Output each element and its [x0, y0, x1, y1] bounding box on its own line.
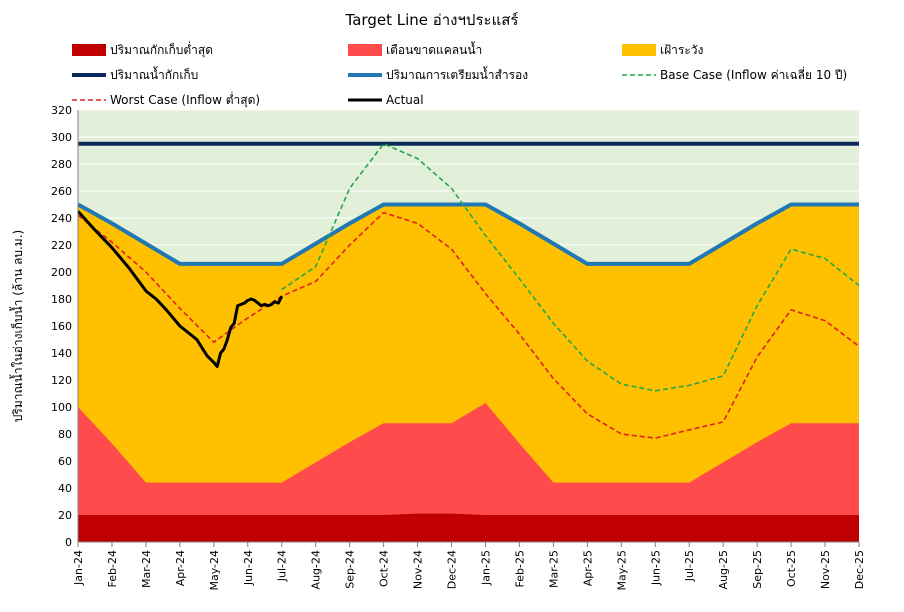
x-tick-label: Dec-25 — [853, 550, 866, 589]
x-tick-label: Aug-24 — [310, 550, 323, 589]
x-tick-label: Jul-24 — [276, 550, 289, 582]
y-tick-label: 100 — [51, 401, 72, 414]
y-tick-label: 80 — [58, 428, 72, 441]
x-tick-label: Sep-24 — [344, 550, 357, 589]
x-tick-label: Jul-25 — [683, 550, 696, 582]
y-tick-label: 200 — [51, 266, 72, 279]
legend-label: ปริมาณกักเก็บต่ำสุด — [110, 41, 213, 58]
axes: 0 20 40 60 80 100 120 140 160 180 200 220 240 260 280 3… — [51, 104, 866, 591]
line-series-6 — [77, 211, 860, 439]
y-axis-label: ปริมาณน้ำในอ่างเก็บน้ำ (ล้าน ลบ.ม.) — [9, 230, 25, 422]
area-series-2 — [78, 204, 859, 542]
x-tick-label: Oct-24 — [378, 550, 391, 587]
y-tick-label: 180 — [51, 293, 72, 306]
legend-label: ปริมาณการเตรียมน้ำสำรอง — [386, 66, 528, 82]
legend-label: Worst Case (Inflow ต่ำสุด) — [110, 91, 260, 108]
x-tick-label: Apr-24 — [174, 550, 187, 586]
legend-label: เตือนขาดแคลนน้ำ — [386, 41, 482, 57]
x-tick-label: Jun-24 — [242, 550, 255, 586]
y-tick-label: 60 — [58, 455, 72, 468]
x-tick-label: Oct-25 — [785, 550, 798, 587]
y-tick-label: 280 — [51, 158, 72, 171]
line-series-7 — [76, 210, 284, 368]
x-tick-label: Mar-24 — [140, 550, 153, 588]
y-tick-label: 220 — [51, 239, 72, 252]
x-tick-label: Mar-25 — [547, 550, 560, 588]
x-tick-label: Jan-24 — [72, 550, 85, 586]
y-tick-label: 320 — [51, 104, 72, 117]
y-tick-label: 40 — [58, 482, 72, 495]
chart-title: Target Line อ่างฯประแสร์ — [345, 11, 519, 29]
legend-label: ปริมาณน้ำกักเก็บ — [110, 66, 198, 82]
x-tick-label: Jan-25 — [479, 550, 492, 586]
x-tick-label: Feb-24 — [106, 550, 119, 587]
legend-swatch — [348, 44, 382, 56]
y-tick-label: 20 — [58, 509, 72, 522]
y-tick-label: 300 — [51, 131, 72, 144]
x-tick-label: Feb-25 — [513, 550, 526, 587]
legend-label: Base Case (Inflow ค่าเฉลี่ย 10 ปี) — [660, 66, 847, 82]
x-tick-label: Dec-24 — [446, 550, 459, 589]
x-tick-label: Aug-25 — [717, 550, 730, 589]
x-tick-label: May-25 — [615, 550, 628, 591]
line-series — [76, 141, 860, 439]
area-series — [78, 204, 859, 542]
legend-swatch — [622, 44, 656, 56]
y-tick-label: 160 — [51, 320, 72, 333]
y-tick-label: 240 — [51, 212, 72, 225]
area-series-0 — [78, 513, 859, 542]
y-tick-label: 140 — [51, 347, 72, 360]
y-tick-label: 260 — [51, 185, 72, 198]
y-tick-label: 0 — [65, 536, 72, 549]
x-tick-label: Apr-25 — [581, 550, 594, 586]
y-tick-label: 120 — [51, 374, 72, 387]
area-series-1 — [78, 402, 859, 542]
x-tick-label: Sep-25 — [751, 550, 764, 589]
x-tick-label: Jun-25 — [649, 550, 662, 586]
x-tick-label: Nov-25 — [819, 550, 832, 589]
x-tick-label: May-24 — [208, 550, 221, 591]
legend: ปริมาณกักเก็บต่ำสุด เตือนขาดแคลนน้ำ เฝ้าระ… — [72, 41, 847, 108]
line-series-4 — [77, 202, 859, 266]
legend-label: Actual — [386, 93, 424, 107]
legend-label: เฝ้าระวัง — [660, 43, 703, 57]
legend-swatch — [72, 44, 106, 56]
x-tick-label: Nov-24 — [412, 550, 425, 589]
line-series-5 — [281, 143, 860, 392]
